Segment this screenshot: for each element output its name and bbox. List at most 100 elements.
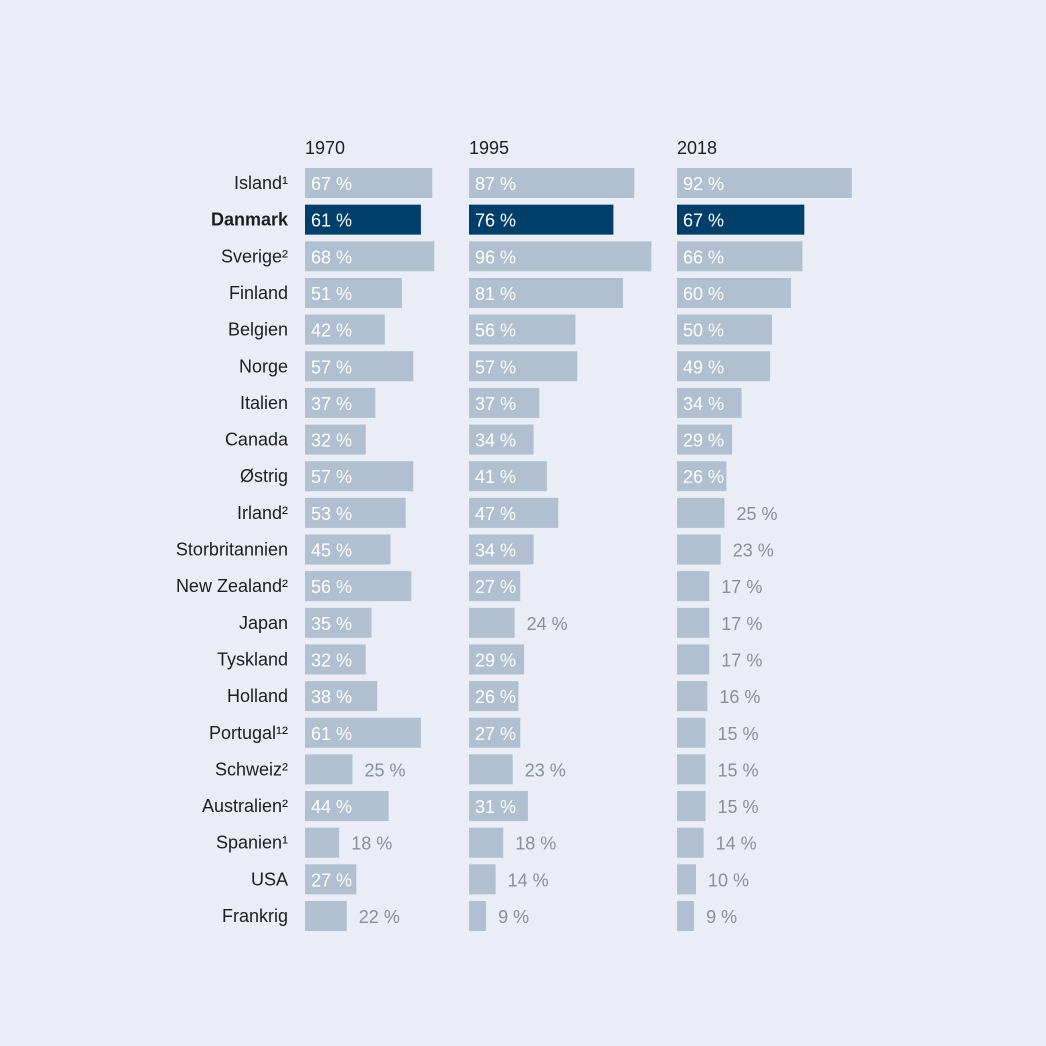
country-label: Japan (239, 613, 288, 633)
bar (305, 168, 433, 198)
bar (305, 497, 406, 528)
bar (469, 241, 652, 272)
country-label: Spanien¹ (216, 833, 288, 853)
year-header-2018: 2018 (677, 138, 717, 158)
bar (469, 607, 515, 638)
country-label: Norge (239, 356, 288, 376)
data-label: 57 % (475, 357, 516, 377)
bar (305, 424, 366, 455)
bar (677, 387, 742, 418)
bar (469, 571, 521, 602)
bar (305, 204, 421, 235)
data-label: 92 % (683, 174, 724, 194)
bar (677, 901, 695, 931)
country-label: Holland (227, 686, 288, 706)
bar (469, 791, 528, 822)
bar (305, 241, 435, 272)
bar (305, 534, 391, 565)
bar (469, 204, 614, 235)
bar (469, 534, 534, 565)
bar (305, 644, 366, 675)
bar (305, 681, 378, 712)
data-label: 66 % (683, 247, 724, 267)
bar (677, 461, 727, 492)
bar (469, 681, 519, 712)
data-label: 29 % (475, 650, 516, 670)
data-label: 68 % (311, 247, 352, 267)
data-label: 29 % (683, 431, 724, 451)
data-label: 15 % (718, 797, 759, 817)
data-label: 27 % (475, 724, 516, 744)
bar (677, 717, 706, 748)
bar (305, 717, 421, 748)
bar (677, 644, 710, 675)
data-label: 16 % (719, 687, 760, 707)
data-label: 96 % (475, 247, 516, 267)
country-label: Danmark (211, 210, 289, 230)
bar (469, 314, 576, 345)
bar (677, 754, 706, 785)
data-label: 56 % (475, 321, 516, 341)
data-label: 18 % (351, 834, 392, 854)
data-label: 23 % (733, 541, 774, 561)
data-label: 50 % (683, 321, 724, 341)
data-label: 15 % (718, 760, 759, 780)
country-label: Finland (229, 283, 288, 303)
bar (305, 351, 414, 382)
bar (469, 864, 496, 895)
data-label: 81 % (475, 284, 516, 304)
country-label: Schweiz² (215, 759, 288, 779)
bar (305, 387, 376, 418)
bar (677, 424, 733, 455)
bar (469, 351, 578, 382)
bar (677, 314, 772, 345)
data-label: 17 % (721, 577, 762, 597)
country-label: Australien² (202, 796, 288, 816)
country-label: Canada (225, 430, 289, 450)
country-label: USA (251, 869, 288, 889)
data-label: 45 % (311, 541, 352, 561)
data-label: 32 % (311, 431, 352, 451)
bar (677, 607, 710, 638)
data-label: 9 % (498, 907, 529, 927)
bar (677, 827, 704, 858)
bar (469, 168, 635, 198)
data-label: 42 % (311, 321, 352, 341)
data-label: 17 % (721, 650, 762, 670)
bar (677, 204, 805, 235)
data-label: 57 % (311, 467, 352, 487)
bar (469, 827, 504, 858)
data-label: 34 % (475, 431, 516, 451)
data-label: 22 % (359, 907, 400, 927)
country-label: Italien (240, 393, 288, 413)
bar (469, 901, 487, 931)
data-label: 35 % (311, 614, 352, 634)
data-label: 37 % (311, 394, 352, 414)
bar (677, 168, 852, 198)
data-label: 53 % (311, 504, 352, 524)
data-label: 38 % (311, 687, 352, 707)
data-label: 57 % (311, 357, 352, 377)
data-label: 51 % (311, 284, 352, 304)
data-label: 67 % (311, 174, 352, 194)
bar (305, 827, 340, 858)
data-label: 60 % (683, 284, 724, 304)
year-header-1970: 1970 (305, 138, 345, 158)
data-label: 37 % (475, 394, 516, 414)
bar (305, 461, 414, 492)
bar (305, 754, 353, 785)
data-label: 27 % (311, 870, 352, 890)
data-label: 34 % (475, 541, 516, 561)
country-label: New Zealand² (176, 576, 288, 596)
bar (305, 791, 389, 822)
bar (469, 424, 534, 455)
bar (677, 351, 771, 382)
data-label: 26 % (475, 687, 516, 707)
country-label: Tyskland (217, 649, 288, 669)
data-label: 18 % (515, 834, 556, 854)
bar (677, 864, 696, 895)
bar (677, 791, 706, 822)
country-label: Storbritannien (176, 540, 288, 560)
